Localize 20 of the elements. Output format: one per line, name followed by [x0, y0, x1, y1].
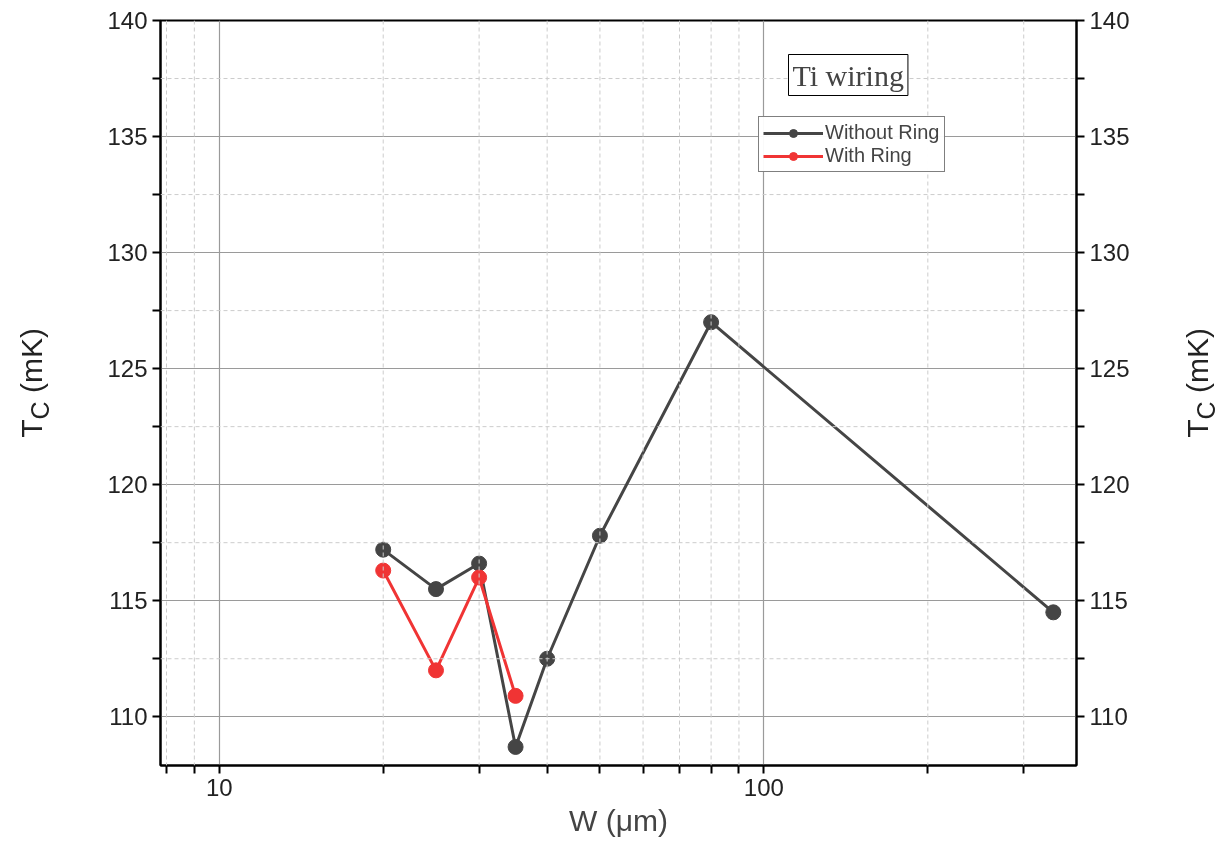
y2-tick-label: 120 — [1089, 471, 1130, 499]
y2-tick-label: 130 — [1089, 239, 1130, 267]
x-axis-title: W (μm) — [569, 803, 668, 837]
y-tick-label: 130 — [107, 239, 148, 267]
y2-tick-label: 110 — [1089, 703, 1128, 731]
legend-label: With Ring — [825, 144, 912, 167]
y-tick-label: 135 — [107, 123, 148, 151]
y2-tick-label: 115 — [1089, 587, 1128, 615]
x-tick-label: 100 — [743, 773, 784, 801]
y-tick-label: 120 — [107, 471, 148, 499]
y2-tick-label: 140 — [1089, 7, 1130, 34]
x-tick-label: 10 — [205, 773, 233, 801]
y-tick-label: 140 — [107, 7, 148, 34]
y-tick-label: 125 — [107, 355, 148, 383]
y2-tick-label: 135 — [1089, 123, 1130, 151]
annotation: Ti wiring — [792, 58, 904, 92]
y-tick-label: 110 — [109, 703, 148, 731]
y-tick-label: 115 — [109, 587, 148, 615]
legend-label: Without Ring — [825, 121, 940, 144]
y2-tick-label: 125 — [1089, 355, 1130, 383]
